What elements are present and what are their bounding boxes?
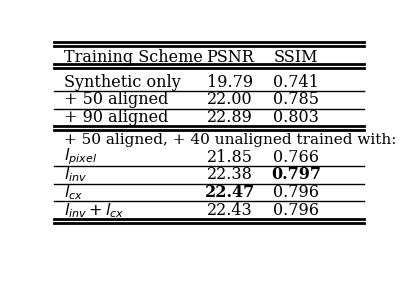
- Text: SSIM: SSIM: [274, 50, 318, 66]
- Text: + 50 aligned: + 50 aligned: [64, 92, 168, 109]
- Text: + 90 aligned: + 90 aligned: [64, 109, 168, 126]
- Text: 0.797: 0.797: [271, 166, 321, 183]
- Text: 0.785: 0.785: [273, 92, 319, 109]
- Text: PSNR: PSNR: [206, 50, 254, 66]
- Text: $l_{cx}$: $l_{cx}$: [64, 183, 83, 202]
- Text: Training Scheme: Training Scheme: [64, 50, 202, 66]
- Text: 0.796: 0.796: [273, 202, 319, 219]
- Text: 0.766: 0.766: [273, 148, 319, 166]
- Text: $l_{inv}$: $l_{inv}$: [64, 166, 87, 184]
- Text: 0.741: 0.741: [273, 74, 319, 91]
- Text: $l_{inv} + l_{cx}$: $l_{inv} + l_{cx}$: [64, 201, 124, 220]
- Text: 22.38: 22.38: [207, 166, 253, 183]
- Text: 22.43: 22.43: [207, 202, 253, 219]
- Text: 19.79: 19.79: [206, 74, 253, 91]
- Text: 22.47: 22.47: [204, 184, 255, 201]
- Text: + 50 aligned, + 40 unaligned trained with:: + 50 aligned, + 40 unaligned trained wit…: [64, 134, 396, 147]
- Text: 0.796: 0.796: [273, 184, 319, 201]
- Text: 21.85: 21.85: [207, 148, 253, 166]
- Text: 22.00: 22.00: [207, 92, 253, 109]
- Text: $l_{pixel}$: $l_{pixel}$: [64, 147, 97, 167]
- Text: 0.803: 0.803: [273, 109, 319, 126]
- Text: Synthetic only: Synthetic only: [64, 74, 180, 91]
- Text: 22.89: 22.89: [207, 109, 253, 126]
